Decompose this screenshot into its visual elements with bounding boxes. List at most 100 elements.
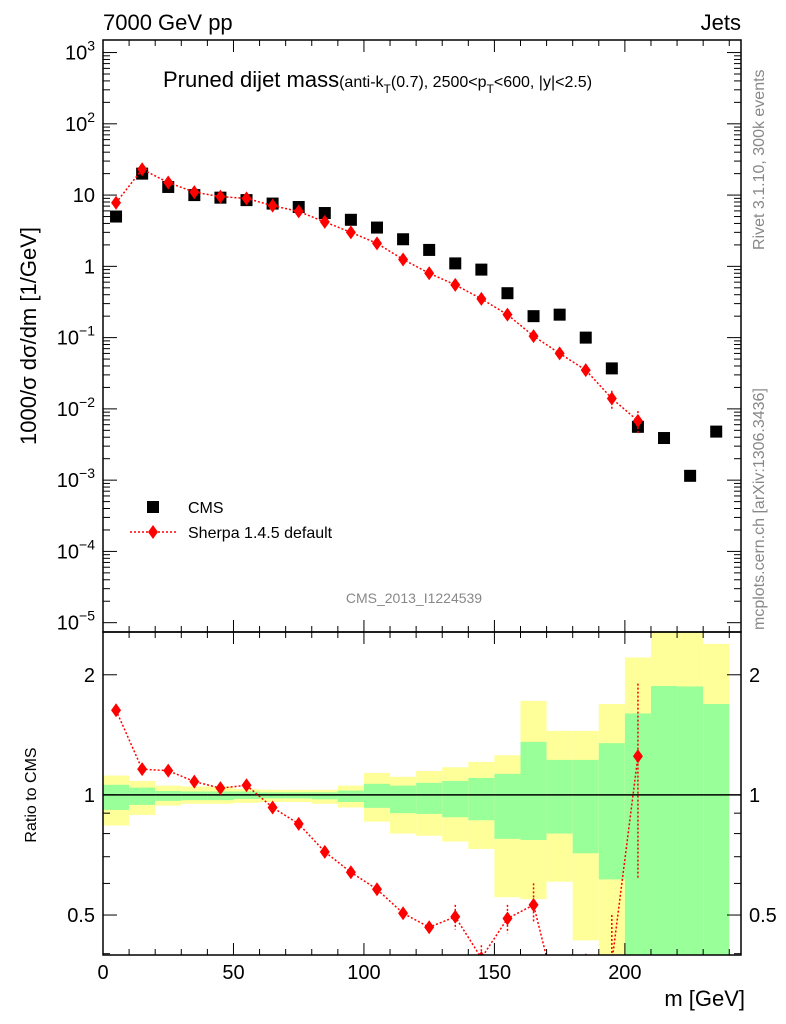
legend-cms-marker (147, 501, 159, 513)
cms-point (423, 243, 436, 256)
x-tick-label: 200 (608, 962, 641, 984)
ratio-y-tick-label: 1 (84, 785, 95, 807)
band-inner (363, 783, 391, 808)
band-inner (494, 773, 521, 839)
band-inner (129, 787, 156, 805)
y-tick-label: 10−4 (57, 536, 95, 563)
sherpa-point (632, 413, 643, 428)
sherpa-point (528, 329, 539, 344)
y-tick-exponent: 2 (87, 109, 95, 125)
y-tick-label: 10−2 (57, 394, 95, 421)
sherpa-point (267, 198, 278, 213)
sherpa-point (319, 214, 330, 229)
y-tick-label: 10 (73, 185, 95, 207)
y-tick-exponent: −3 (79, 465, 95, 481)
ratio-point (111, 703, 122, 718)
ratio-point (528, 897, 539, 912)
y-tick-exponent: 3 (87, 38, 95, 54)
main-frame (102, 39, 742, 633)
y-tick-base: 10 (73, 185, 95, 207)
plot-title: Pruned dijet mass(anti-kT(0.7), 2500<pT<… (163, 67, 592, 96)
y-tick-exponent: −5 (79, 608, 95, 624)
ratio-point (632, 749, 643, 764)
y-tick-base: 10 (65, 43, 87, 65)
ratio-point (450, 909, 461, 924)
sherpa-point (241, 191, 252, 206)
y-tick-base: 1 (84, 256, 95, 278)
title-sub-2: (0.7), 2500<p (391, 74, 487, 91)
sherpa-point (502, 307, 513, 322)
y-tick-base: 10 (57, 541, 79, 563)
cms-point (110, 210, 123, 223)
sherpa-point (137, 162, 148, 177)
y-tick-label: 10−1 (57, 323, 95, 350)
ratio-point (555, 1002, 565, 1016)
cms-point (318, 207, 331, 220)
analysis-id: CMS_2013_I1224539 (346, 590, 482, 606)
y-tick-label: 10−3 (57, 465, 95, 492)
y-axis-label: 1000/σ dσ/dm [1/GeV] (16, 227, 41, 445)
y-tick-label: 103 (65, 38, 95, 65)
ratio-point (345, 865, 356, 880)
legend-sherpa-marker (148, 525, 158, 539)
ratio-point (241, 778, 252, 793)
sherpa-point (476, 291, 487, 306)
y-tick-label: 10−5 (57, 608, 95, 635)
sherpa-point (215, 189, 226, 204)
band-inner (103, 784, 130, 810)
ratio-point (189, 774, 200, 789)
sherpa-point (163, 175, 174, 190)
side-label-mcplots: mcplots.cern.ch [arXiv:1306.3436] (751, 388, 768, 630)
ratio-y-tick-label-right: 2 (749, 665, 760, 687)
cms-point (475, 263, 488, 276)
ratio-y-axis-label: Ratio to CMS (23, 747, 40, 842)
sherpa-point (398, 252, 409, 267)
band-inner (468, 777, 495, 821)
band-inner (598, 743, 625, 880)
ratio-plot-marks (103, 683, 741, 1016)
sherpa-point (371, 236, 382, 251)
ratio-point (137, 762, 148, 777)
sherpa-point (189, 185, 200, 200)
cms-point (397, 233, 410, 246)
title-sub-0: (anti-k (339, 74, 384, 91)
ratio-y-tick-label: 2 (84, 665, 95, 687)
y-tick-exponent: −4 (79, 536, 95, 552)
band-inner (337, 790, 364, 802)
x-tick-label: 150 (478, 962, 511, 984)
ratio-y-tick-label-right: 0.5 (749, 905, 777, 927)
title-sub-1: T (384, 82, 392, 96)
y-tick-base: 10 (57, 328, 79, 350)
y-tick-base: 10 (65, 114, 87, 136)
cms-point (579, 331, 592, 344)
band-inner (207, 791, 234, 801)
x-axis-label: m [GeV] (664, 986, 745, 1011)
legend: CMS Sherpa 1.4.5 default (130, 500, 333, 542)
ratio-y-tick-label: 0.5 (67, 905, 95, 927)
y-tick-base: 10 (57, 613, 79, 635)
band-inner (520, 741, 547, 840)
cms-point (553, 308, 566, 321)
x-tick-label: 100 (347, 962, 380, 984)
ratio-point (267, 800, 278, 815)
legend-sherpa-label: Sherpa 1.4.5 default (188, 525, 333, 542)
ratio-point (371, 882, 382, 897)
title-sub-4: <600, |y|<2.5) (494, 74, 592, 91)
band-inner (416, 782, 443, 814)
ratio-point (398, 906, 409, 921)
band-inner (546, 759, 573, 834)
title-main: Pruned dijet mass (163, 67, 339, 92)
ratio-point (502, 911, 513, 926)
band-inner (155, 790, 182, 801)
sherpa-line (115, 168, 639, 422)
cms-point (710, 425, 723, 438)
x-tick-label: 0 (97, 962, 108, 984)
ratio-point (319, 844, 330, 859)
y-tick-base: 10 (57, 399, 79, 421)
cms-point (605, 362, 618, 375)
cms-point (344, 213, 357, 226)
header-left: 7000 GeV pp (103, 10, 233, 35)
axes: 0 50 100 150 20010310210110−110−210−310−410−… (57, 38, 777, 984)
ratio-point (293, 816, 304, 831)
